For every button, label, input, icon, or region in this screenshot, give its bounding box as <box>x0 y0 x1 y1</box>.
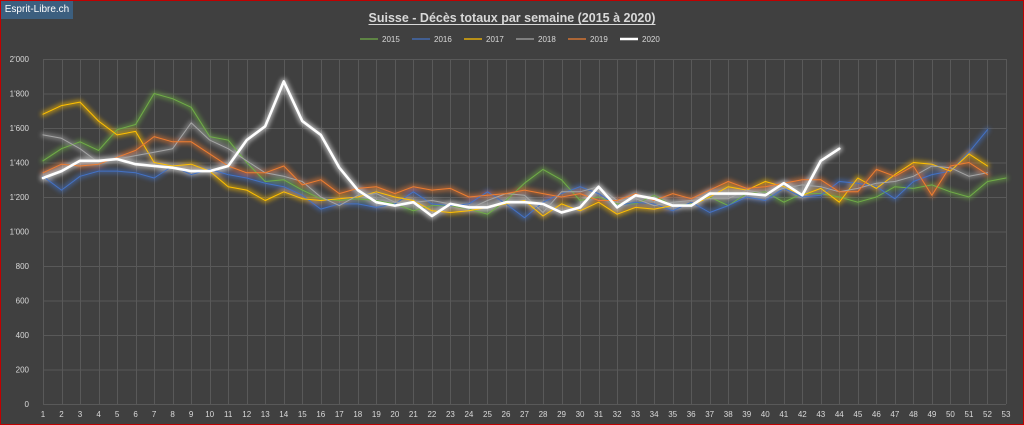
y-tick-label: 800 <box>16 262 30 271</box>
legend-label-2019: 2019 <box>590 35 608 44</box>
x-tick-label: 15 <box>298 410 307 419</box>
x-tick-label: 5 <box>115 410 120 419</box>
x-tick-label: 48 <box>909 410 918 419</box>
x-tick-label: 47 <box>890 410 899 419</box>
x-tick-label: 18 <box>353 410 362 419</box>
x-tick-label: 21 <box>409 410 418 419</box>
x-tick-label: 22 <box>427 410 436 419</box>
x-tick-label: 39 <box>742 410 751 419</box>
x-tick-label: 35 <box>668 410 677 419</box>
x-tick-label: 26 <box>502 410 511 419</box>
x-axis: 1 2 3 4 5 6 7 8 9 10 11 12 13 14 15 16 17 18 19 20 21 22 23 24 2… <box>41 410 1011 419</box>
x-tick-label: 16 <box>316 410 325 419</box>
x-tick-label: 37 <box>705 410 714 419</box>
y-tick-label: 400 <box>16 331 30 340</box>
y-tick-label: 200 <box>16 366 30 375</box>
x-tick-label: 9 <box>189 410 194 419</box>
x-tick-label: 44 <box>835 410 844 419</box>
site-logo-badge: Esprit-Libre.ch <box>1 1 73 19</box>
x-tick-label: 38 <box>724 410 733 419</box>
x-tick-label: 34 <box>650 410 659 419</box>
legend-label-2017: 2017 <box>486 35 504 44</box>
x-tick-label: 42 <box>798 410 807 419</box>
x-tick-label: 6 <box>133 410 138 419</box>
x-tick-label: 20 <box>390 410 399 419</box>
legend-label-2016: 2016 <box>434 35 452 44</box>
x-tick-label: 27 <box>520 410 529 419</box>
x-tick-label: 1 <box>41 410 46 419</box>
x-tick-label: 10 <box>205 410 214 419</box>
y-tick-label: 1'600 <box>10 124 30 133</box>
x-tick-label: 53 <box>1002 410 1011 419</box>
x-tick-label: 19 <box>372 410 381 419</box>
x-tick-label: 12 <box>242 410 251 419</box>
x-tick-label: 30 <box>576 410 585 419</box>
chart-grid <box>43 59 1007 405</box>
y-axis: 0 200 400 600 800 1'000 1'200 1'400 1'600 1'800 2'… <box>10 55 30 409</box>
x-tick-label: 29 <box>557 410 566 419</box>
x-tick-label: 33 <box>631 410 640 419</box>
chart-title: Suisse - Décès totaux par semaine (2015 … <box>369 11 656 25</box>
x-tick-label: 46 <box>872 410 881 419</box>
x-tick-label: 3 <box>78 410 83 419</box>
x-tick-label: 4 <box>96 410 101 419</box>
x-tick-label: 50 <box>946 410 955 419</box>
x-tick-label: 49 <box>927 410 936 419</box>
x-tick-label: 41 <box>779 410 788 419</box>
x-tick-label: 2 <box>59 410 64 419</box>
x-tick-label: 32 <box>613 410 622 419</box>
x-tick-label: 14 <box>279 410 288 419</box>
series-layer <box>41 80 1007 219</box>
y-tick-label: 0 <box>25 400 30 409</box>
y-tick-label: 2'000 <box>10 55 30 64</box>
series-line-2020 <box>41 80 841 218</box>
legend-label-2015: 2015 <box>382 35 400 44</box>
x-tick-label: 24 <box>464 410 473 419</box>
x-tick-label: 8 <box>170 410 175 419</box>
chart-legend: 2015 2016 2017 2018 2019 2020 <box>360 35 660 44</box>
x-tick-label: 40 <box>761 410 770 419</box>
x-tick-label: 45 <box>853 410 862 419</box>
x-tick-label: 17 <box>335 410 344 419</box>
series-line-2018 <box>42 122 988 213</box>
y-tick-label: 1'000 <box>10 228 30 237</box>
x-tick-label: 28 <box>539 410 548 419</box>
x-tick-label: 25 <box>483 410 492 419</box>
series-line-2015 <box>42 93 1007 215</box>
x-tick-label: 13 <box>261 410 270 419</box>
x-tick-label: 31 <box>594 410 603 419</box>
x-tick-label: 36 <box>687 410 696 419</box>
y-tick-label: 1'200 <box>10 193 30 202</box>
legend-label-2020: 2020 <box>642 35 660 44</box>
x-tick-label: 52 <box>983 410 992 419</box>
x-tick-label: 7 <box>152 410 157 419</box>
x-tick-label: 11 <box>224 410 233 419</box>
series-line-2019 <box>42 136 988 201</box>
x-tick-label: 43 <box>816 410 825 419</box>
y-tick-label: 600 <box>16 297 30 306</box>
y-tick-label: 1'800 <box>10 90 30 99</box>
x-tick-label: 23 <box>446 410 455 419</box>
y-tick-label: 1'400 <box>10 159 30 168</box>
x-tick-label: 51 <box>965 410 974 419</box>
legend-label-2018: 2018 <box>538 35 556 44</box>
